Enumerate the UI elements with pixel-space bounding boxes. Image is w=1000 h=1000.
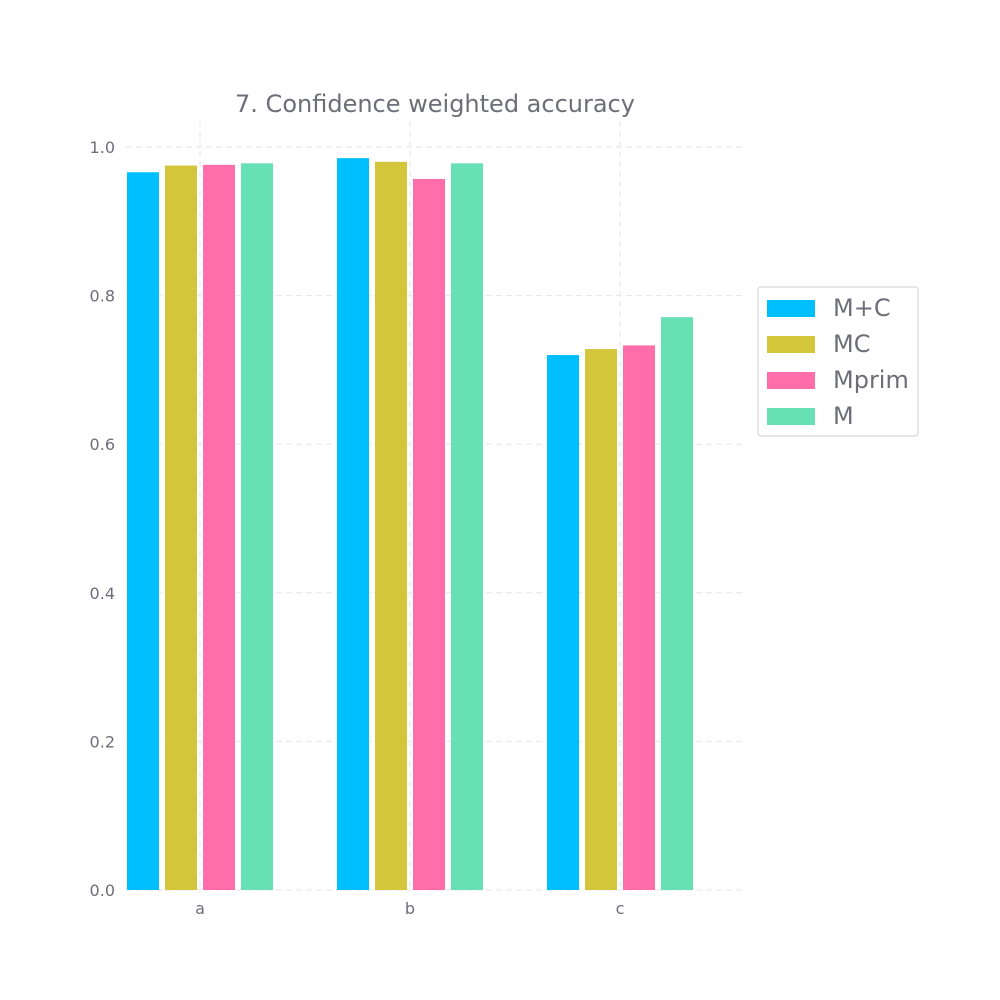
y-tick-label: 0.8 xyxy=(90,287,115,306)
legend-swatch-M xyxy=(767,408,815,425)
bar-M+C-b xyxy=(337,158,369,890)
legend-label: MC xyxy=(833,330,870,358)
y-tick-label: 1.0 xyxy=(90,138,115,157)
y-tick-label: 0.0 xyxy=(90,881,115,900)
legend-swatch-M+C xyxy=(767,300,815,317)
bar-M-b xyxy=(451,163,483,890)
legend-swatch-MC xyxy=(767,336,815,353)
bar-M+C-a xyxy=(127,172,159,891)
bar-M-c xyxy=(661,317,693,891)
legend-label: Mprim xyxy=(833,366,909,394)
y-tick-label: 0.6 xyxy=(90,435,115,454)
x-tick-label: a xyxy=(195,899,205,918)
legend-swatch-Mprim xyxy=(767,372,815,389)
legend-label: M xyxy=(833,402,854,430)
bar-Mprim-c xyxy=(623,345,655,891)
chart-title: 7. Confidence weighted accuracy xyxy=(235,90,635,118)
x-tick-label: c xyxy=(616,899,625,918)
bar-Mprim-b xyxy=(413,178,445,891)
legend-frame xyxy=(757,286,919,437)
bar-MC-b xyxy=(375,161,407,891)
y-tick-label: 0.4 xyxy=(90,584,115,603)
y-axis-ticks: 0.0 0.2 0.4 0.6 0.8 1.0 xyxy=(90,138,115,900)
y-tick-label: 0.2 xyxy=(90,732,115,751)
x-axis-ticks: a b c xyxy=(195,899,624,918)
legend-label: M+C xyxy=(833,294,891,322)
bar-MC-c xyxy=(585,349,617,890)
bar-Mprim-a xyxy=(203,164,235,890)
bar-M+C-c xyxy=(547,355,579,890)
bars-layer xyxy=(127,158,693,891)
legend: M+C MC Mprim M xyxy=(757,286,919,437)
bar-M-a xyxy=(241,163,273,890)
x-tick-label: b xyxy=(405,899,415,918)
bar-MC-a xyxy=(165,165,197,890)
